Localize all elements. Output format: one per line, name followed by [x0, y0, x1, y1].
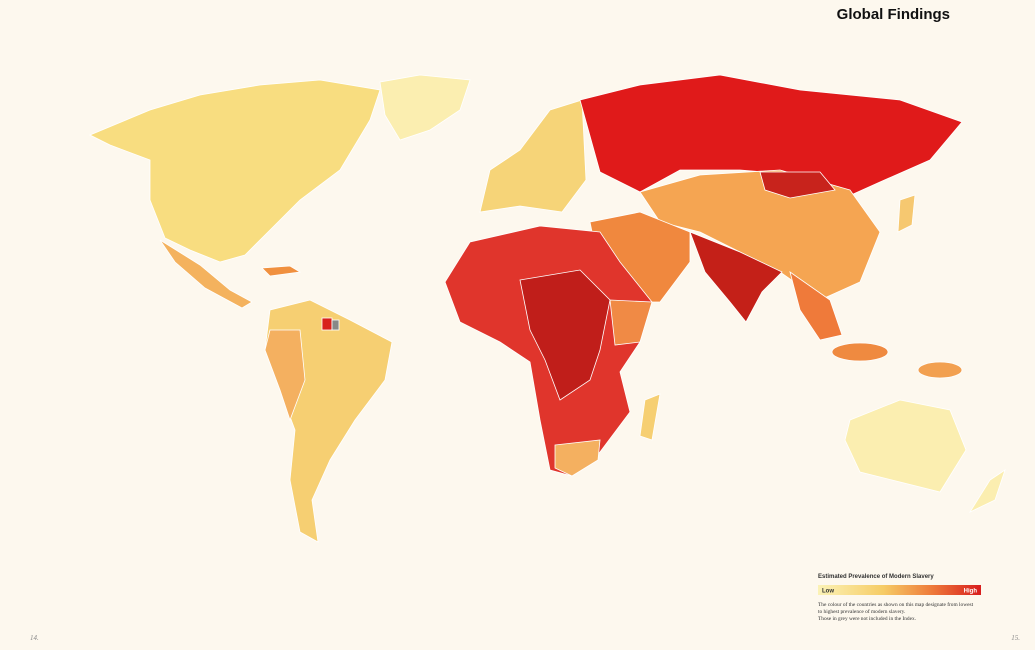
central-africa	[519, 269, 611, 401]
legend: Estimated Prevalence of Modern Slavery L…	[818, 574, 981, 622]
greenland	[379, 74, 471, 141]
page-number: 15.	[1011, 634, 1020, 642]
andes	[264, 329, 306, 422]
page-number: 14.	[30, 634, 39, 642]
japan	[897, 194, 916, 233]
southeast-asia	[789, 271, 843, 341]
indonesia	[831, 342, 889, 362]
north-america	[89, 79, 381, 263]
central-america	[159, 239, 253, 309]
papua	[917, 361, 963, 379]
australia	[844, 399, 967, 493]
new-zealand	[968, 469, 1006, 513]
legend-high: High	[964, 589, 978, 595]
madagascar	[639, 393, 661, 441]
legend-note: The colour of the countries as shown on …	[818, 601, 974, 608]
world-map	[89, 74, 1006, 543]
legend-low: Low	[822, 589, 834, 595]
horn-of-africa	[609, 299, 653, 346]
southern-africa	[554, 439, 601, 477]
legend-note: to highest prevalence of modern slavery.	[818, 608, 905, 615]
french-guiana	[331, 319, 340, 331]
title: Global Findings	[837, 6, 950, 23]
legend-title: Estimated Prevalence of Modern Slavery	[818, 574, 934, 580]
caribbean	[261, 265, 302, 277]
russia	[579, 74, 963, 201]
suriname	[321, 317, 333, 331]
mongolia	[759, 171, 836, 199]
asia	[639, 169, 881, 301]
south-asia	[689, 231, 783, 323]
legend-note: Those in grey were not included in the I…	[818, 616, 916, 622]
legend-scale	[818, 585, 981, 595]
